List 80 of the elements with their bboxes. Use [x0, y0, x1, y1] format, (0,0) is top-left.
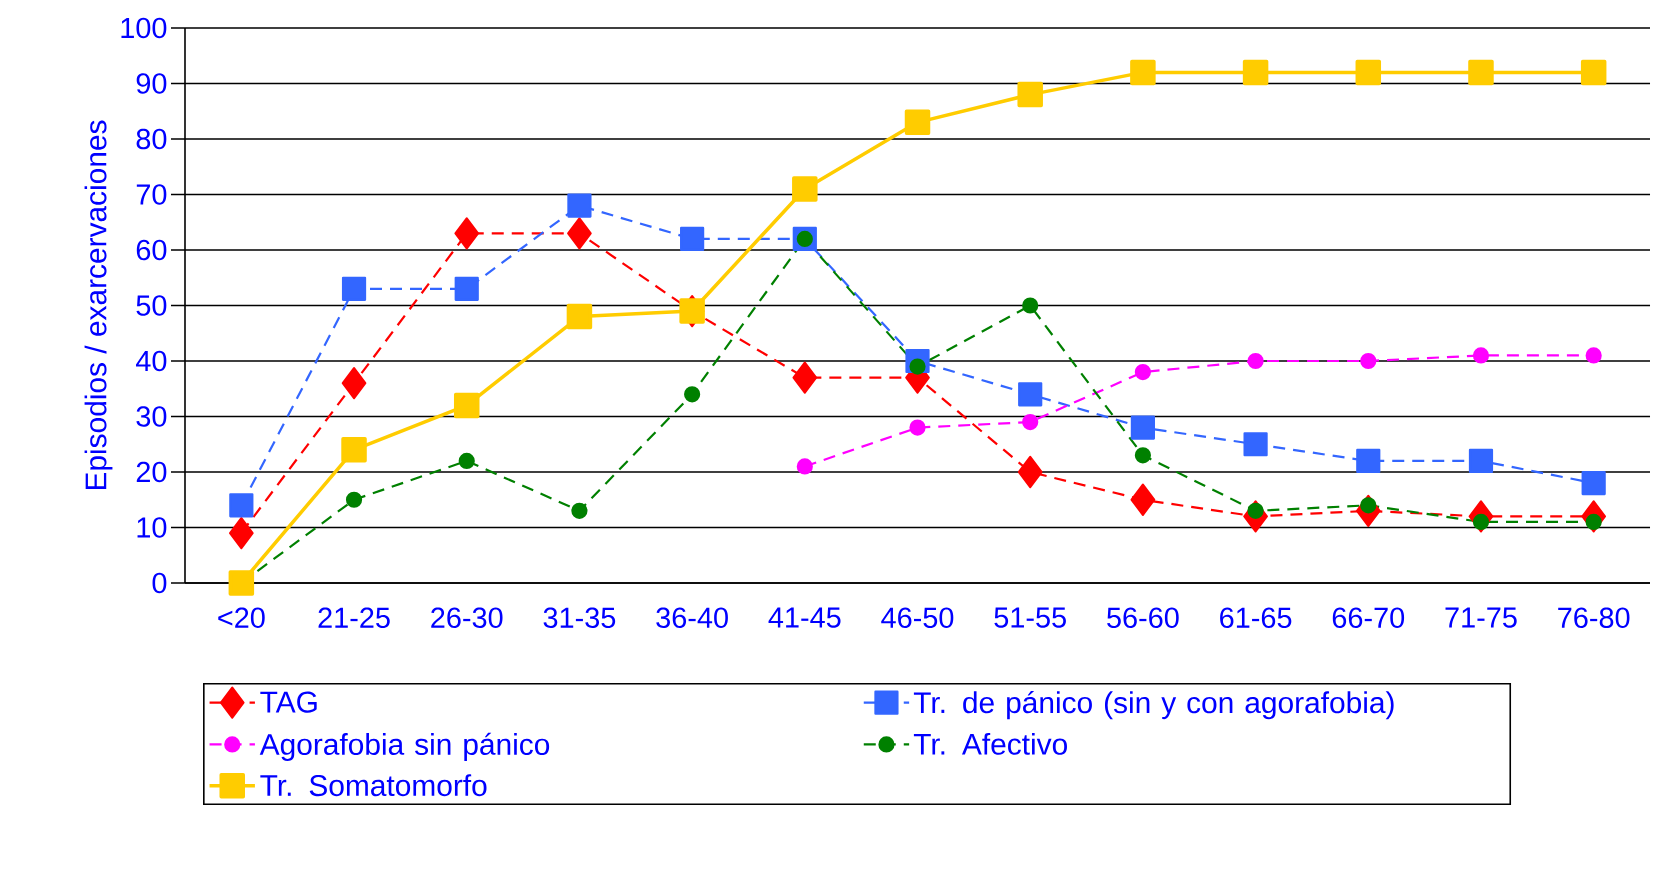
point [345, 491, 363, 508]
point [566, 303, 593, 330]
x-tick-label: 41-45 [768, 607, 841, 628]
point [567, 193, 592, 218]
point [1017, 455, 1043, 489]
point [454, 276, 479, 301]
x-tick-label: 56-60 [1107, 607, 1179, 628]
legend-label: TAG [260, 691, 317, 713]
point [1355, 59, 1382, 86]
point [341, 437, 367, 463]
point [1130, 483, 1156, 516]
point [1356, 448, 1381, 473]
point [904, 109, 931, 136]
legend-label: Tr. de pánico (sin y con agorafobia) [913, 690, 1394, 720]
point [679, 298, 705, 324]
x-tick-label: 21-25 [318, 607, 390, 628]
point [341, 276, 367, 301]
point [567, 217, 592, 250]
y-tick-label: 20 [136, 461, 167, 483]
point [1247, 352, 1264, 370]
x-tick-label: 51-55 [994, 607, 1066, 628]
x-tick-label: 66-70 [1332, 607, 1405, 628]
point [458, 452, 475, 469]
point [1580, 59, 1607, 86]
x-tick-label: 26-30 [431, 607, 503, 628]
point [792, 361, 818, 394]
point [454, 217, 480, 250]
point [1472, 347, 1490, 364]
x-tick-label: 31-35 [543, 607, 616, 628]
y-tick-label: 10 [137, 517, 167, 538]
point [1134, 364, 1151, 381]
y-tick-label: 50 [136, 295, 167, 316]
point [1360, 497, 1377, 514]
y-axis-title: Episodios / exarcervaciones [84, 120, 113, 490]
x-tick-label: 71-75 [1445, 607, 1517, 628]
x-tick-label: 36-40 [656, 607, 728, 628]
point [228, 570, 255, 596]
point [909, 358, 926, 375]
point [228, 516, 254, 550]
point [1247, 502, 1264, 519]
y-tick-label: 70 [136, 184, 167, 205]
point [1243, 432, 1268, 457]
legend-label: Tr. Afectivo [913, 732, 1067, 755]
point [1468, 448, 1494, 473]
x-tick-label: 46-50 [881, 607, 954, 628]
point [229, 493, 254, 518]
point [1022, 297, 1039, 314]
point [1130, 415, 1155, 440]
point [1022, 413, 1039, 431]
point [1585, 347, 1602, 364]
y-tick-label: 100 [121, 17, 167, 39]
y-tick-label: 60 [136, 239, 167, 261]
point [1581, 471, 1606, 496]
point [453, 392, 480, 419]
point [1017, 81, 1043, 108]
point [1134, 447, 1151, 464]
point [341, 367, 367, 400]
point [680, 226, 705, 251]
point [796, 458, 813, 475]
y-tick-label: 30 [136, 406, 167, 427]
y-tick-label: 40 [136, 350, 167, 372]
point [684, 386, 701, 403]
point [1360, 352, 1377, 370]
y-tick-label: 90 [136, 73, 167, 94]
point [1472, 513, 1490, 531]
point [1468, 59, 1494, 86]
y-tick-label: 80 [136, 128, 167, 150]
point [909, 419, 926, 436]
x-tick-label: 76-80 [1558, 607, 1630, 628]
point [792, 176, 818, 202]
point [1130, 59, 1156, 86]
point [1242, 59, 1269, 86]
y-tick-label: 0 [152, 572, 167, 594]
x-tick-label: <20 [218, 607, 265, 628]
legend-label: Tr. Somatomorfo [260, 774, 487, 797]
point [1018, 382, 1043, 407]
point [571, 502, 588, 519]
x-tick-label: 61-65 [1220, 607, 1292, 628]
legend-label: Agorafobia sin pánico [259, 732, 550, 761]
point [1585, 513, 1602, 531]
